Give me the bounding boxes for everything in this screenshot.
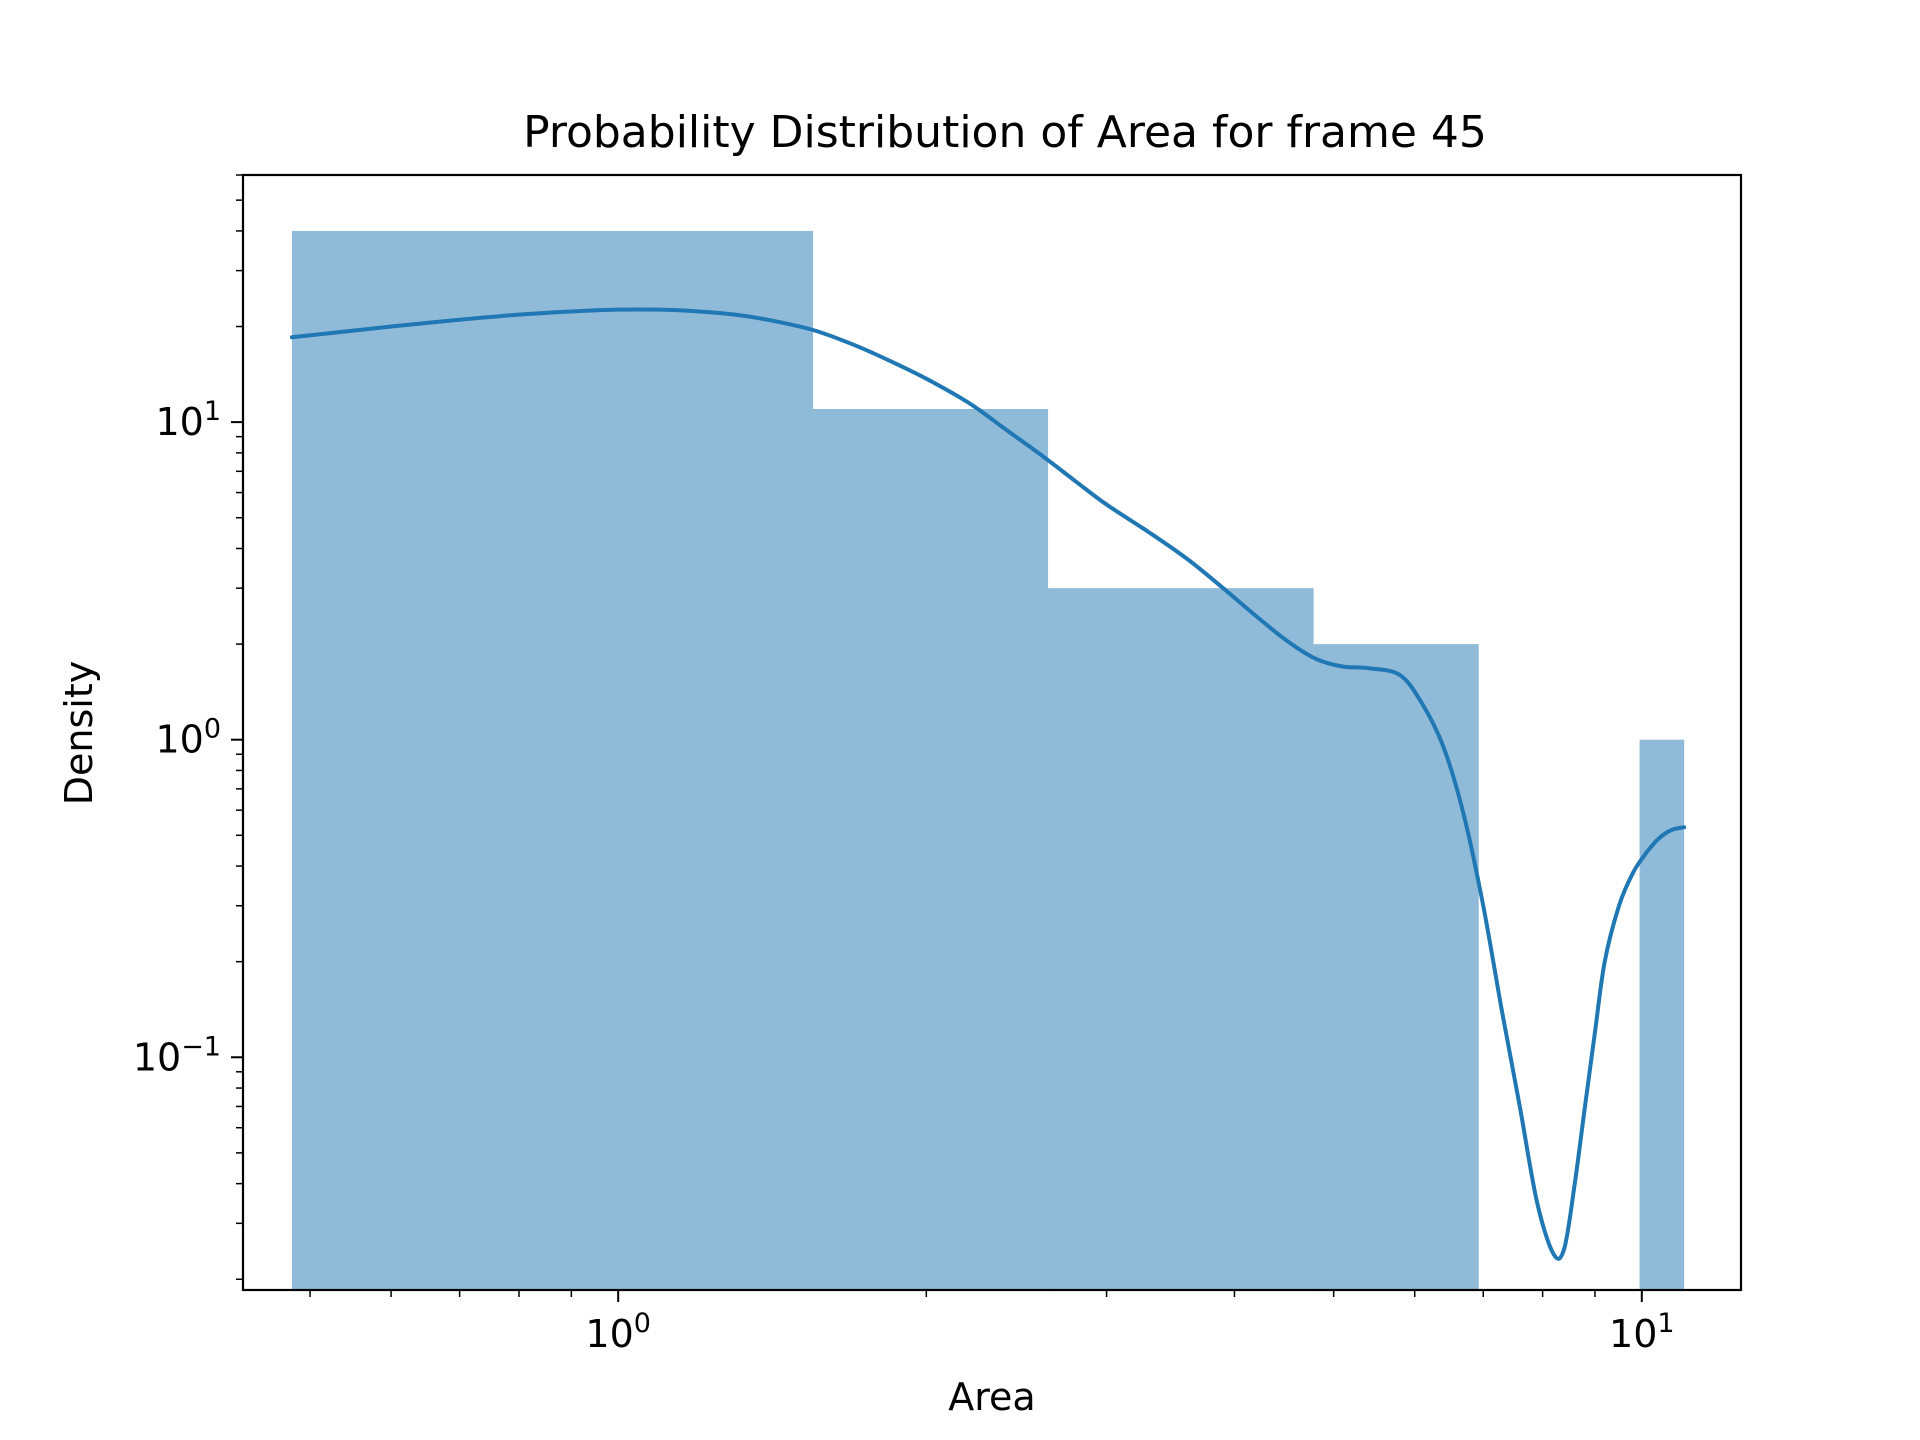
- x-tick-label: 101: [1609, 1308, 1675, 1356]
- y-tick-label: 10−1: [133, 1031, 221, 1079]
- plot-frame: [241, 173, 1743, 1292]
- histogram-bars: [291, 230, 1685, 1290]
- x-axis-ticks: 100 101: [309, 1290, 1675, 1356]
- y-axis-label: Density: [57, 661, 101, 805]
- histogram-bar-5: [1639, 739, 1685, 1290]
- y-tick-label: 101: [155, 396, 221, 444]
- x-tick-label: 100: [585, 1308, 651, 1356]
- y-axis-ticks: 10−1 100 101: [133, 174, 243, 1280]
- histogram-bar-2: [813, 408, 1049, 1290]
- histogram-bar-1: [291, 230, 814, 1290]
- histogram-bar-3: [1048, 588, 1314, 1290]
- kde-curve-group: [289, 307, 1687, 1261]
- y-tick-label: 100: [155, 714, 221, 762]
- kde-line: [289, 307, 1687, 1261]
- chart-title: Probability Distribution of Area for fra…: [523, 107, 1487, 158]
- x-axis-label: Area: [948, 1375, 1035, 1419]
- histogram-bar-4: [1313, 644, 1479, 1290]
